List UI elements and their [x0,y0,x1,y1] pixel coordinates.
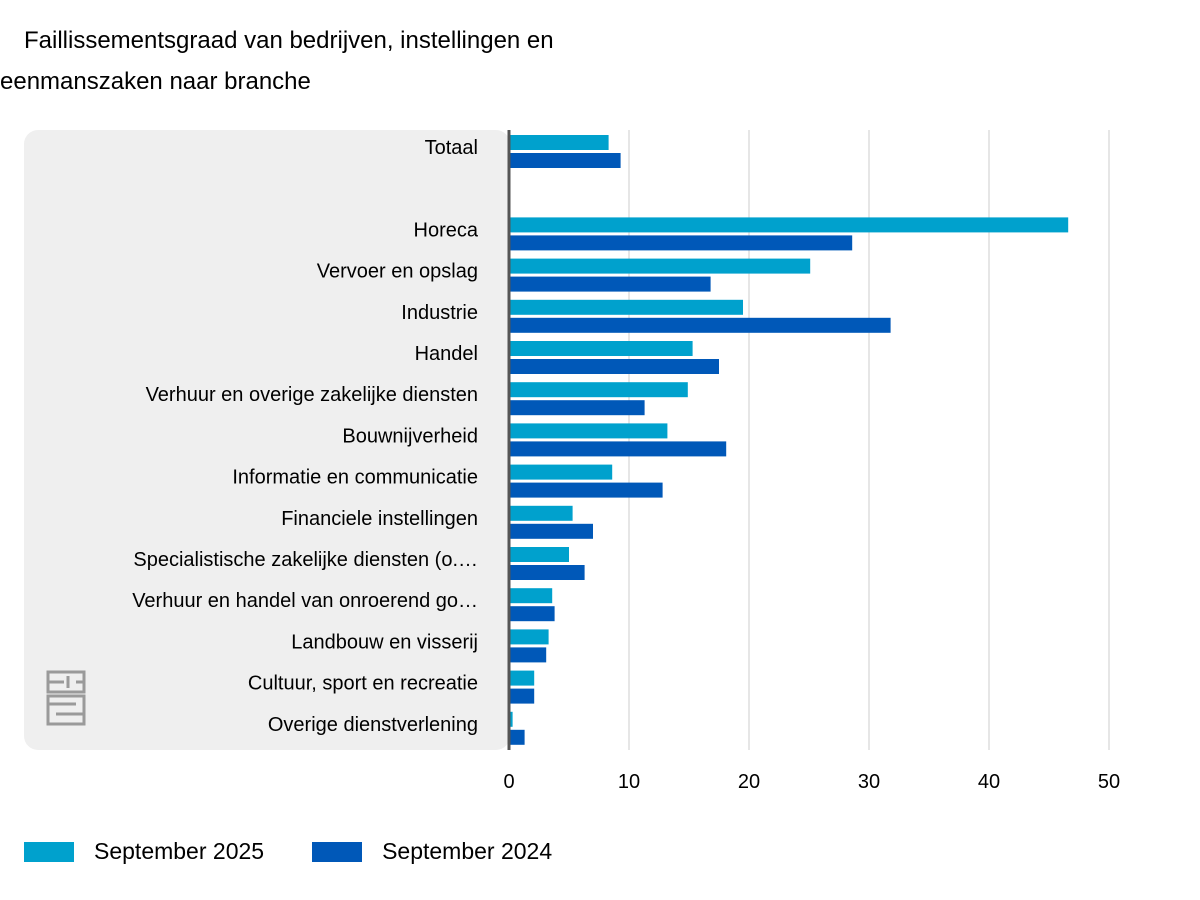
category-label: Totaal [425,137,478,159]
category-label: Financiele instellingen [281,508,478,530]
bar-september-2024[interactable] [509,441,727,457]
bar-september-2025[interactable] [509,547,569,562]
bar-september-2025[interactable] [509,382,688,398]
bar-september-2024[interactable] [509,153,621,168]
x-tick-label: 20 [738,771,760,793]
category-label: Bouwnijverheid [342,425,478,447]
category-label: Verhuur en overige zakelijke diensten [146,384,478,406]
bar-september-2025[interactable] [509,505,573,521]
bar-september-2024[interactable] [509,688,535,704]
bar-september-2025[interactable] [509,423,668,439]
chart-title-line-1: Faillissementsgraad van bedrijven, inste… [24,27,554,54]
x-tick-label: 50 [1098,771,1120,793]
bar-september-2024[interactable] [509,729,525,745]
chart-title: Faillissementsgraad van bedrijven, inste… [0,20,620,102]
bar-september-2024[interactable] [509,647,547,663]
x-tick-label: 10 [618,771,640,793]
bar-chart: Totaal Horeca Vervoer en opslag Industrie Ha… [24,130,1120,793]
x-tick-labels: 0 10 20 30 40 50 [503,771,1120,793]
category-label: Landbouw en visserij [291,631,478,653]
bar-september-2025[interactable] [509,670,535,686]
category-label: Overige dienstverlening [268,714,478,736]
bar-september-2025[interactable] [509,258,811,274]
x-tick-label: 0 [503,771,514,793]
bar-september-2024[interactable] [509,276,711,292]
category-label: Industrie [401,302,478,324]
bar-september-2024[interactable] [509,359,719,374]
cbs-logo-icon [46,670,86,726]
category-label: Vervoer en opslag [317,261,478,283]
x-tick-label: 40 [978,771,1000,793]
bar-september-2025[interactable] [509,464,613,480]
bar-september-2025[interactable] [509,711,513,727]
category-label: Handel [415,343,478,365]
bar-september-2024[interactable] [509,606,555,622]
bar-september-2025[interactable] [509,629,549,645]
bar-september-2025[interactable] [509,341,693,356]
bar-september-2024[interactable] [509,523,593,539]
bar-september-2025[interactable] [509,588,553,604]
category-labels: Totaal Horeca Vervoer en opslag Industrie Ha… [132,137,479,736]
legend-swatch-2024 [312,841,363,862]
legend-swatch-2025 [24,841,74,862]
category-panel [24,130,510,750]
category-label: Informatie en communicatie [232,467,478,489]
bar-september-2024[interactable] [509,400,645,416]
category-label: Specialistische zakelijke diensten (o.… [133,549,478,571]
x-tick-label: 30 [858,771,880,793]
category-label: Horeca [414,219,479,241]
bar-september-2025[interactable] [509,135,609,150]
legend-label-2025: September 2025 [94,838,265,864]
legend: September 2025 September 2024 [24,838,600,865]
gridlines [628,130,1110,750]
bar-september-2024[interactable] [509,317,891,333]
bars [509,135,1069,745]
bar-september-2024[interactable] [509,235,853,251]
category-label: Verhuur en handel van onroerend go… [132,590,478,612]
category-label: Cultuur, sport en recreatie [248,673,478,695]
chart-title-line-2: eenmanszaken naar branche [0,68,311,95]
bar-september-2025[interactable] [509,217,1069,233]
legend-label-2024: September 2024 [382,838,553,864]
legend-item-2024[interactable]: September 2024 [312,838,552,865]
bar-september-2024[interactable] [509,565,585,580]
legend-item-2025[interactable]: September 2025 [24,838,264,865]
bar-september-2024[interactable] [509,482,663,498]
bar-september-2025[interactable] [509,299,743,315]
